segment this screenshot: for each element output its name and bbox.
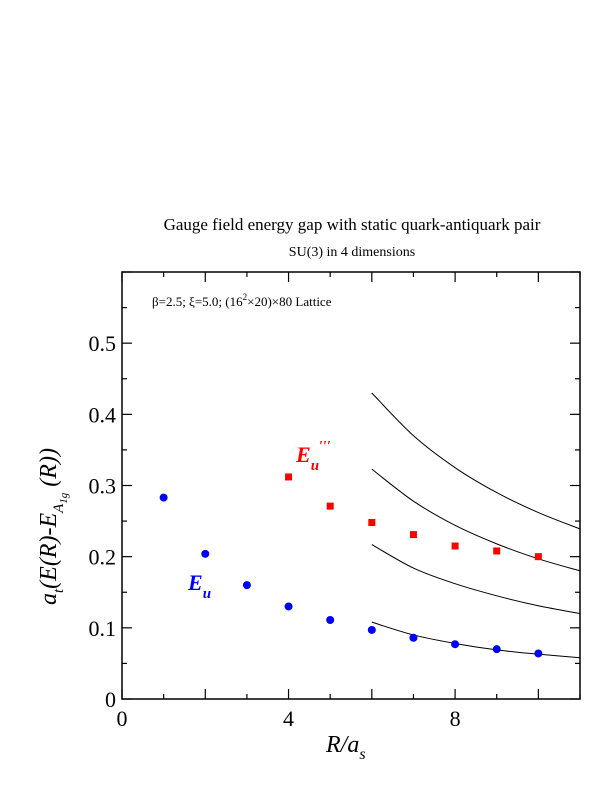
data-point-eu-triple-prime	[368, 519, 376, 527]
y-axis-label-a: a	[36, 593, 62, 605]
data-point-eu	[534, 649, 543, 658]
y-tick-label: 0.3	[89, 474, 117, 499]
series-label-eu-triple-prime: Eu′′′	[295, 439, 331, 474]
series-label-eu-main: E	[187, 570, 203, 595]
data-point-eu	[367, 625, 376, 634]
theory-curve-4	[371, 392, 581, 530]
annotation-suffix: ×20)×80 Lattice	[247, 294, 332, 309]
x-tick-label: 0	[117, 706, 128, 731]
data-point-eu	[492, 645, 501, 654]
data-point-eu-triple-prime	[451, 542, 459, 550]
data-point-eu	[326, 616, 335, 625]
lattice-annotation: β=2.5; ξ=5.0; (162×20)×80 Lattice	[152, 292, 332, 309]
annotation-prefix: β=2.5; ξ=5.0; (16	[152, 294, 243, 309]
chart-subtitle: SU(3) in 4 dimensions	[289, 245, 415, 260]
series-label-eu3-sub: u	[311, 458, 319, 474]
data-point-eu	[409, 633, 418, 642]
y-tick-label: 0.4	[89, 402, 117, 427]
x-axis-label: R/as	[325, 732, 366, 763]
chart-title: Gauge field energy gap with static quark…	[164, 215, 541, 234]
y-axis-label-A: A	[51, 503, 67, 514]
theory-curve-2	[371, 544, 581, 615]
plot-area: 0 4 8 0 0.1 0.2 0.3 0.4 0.5	[89, 271, 581, 731]
theory-curve-3	[371, 468, 581, 572]
data-point-eu-triple-prime	[493, 547, 501, 555]
x-tick-label: 8	[450, 706, 461, 731]
x-tick-label: 4	[283, 706, 294, 731]
data-point-eu-triple-prime	[409, 531, 417, 539]
data-point-eu	[159, 493, 168, 502]
data-point-eu	[201, 549, 210, 558]
y-axis-label-A-sub: 1g	[58, 492, 70, 504]
y-tick-label: 0.2	[89, 545, 117, 570]
series-label-eu3-prime: ′′′	[319, 439, 331, 454]
data-point-eu	[451, 640, 460, 649]
y-tick-label: 0	[105, 687, 116, 712]
data-point-eu	[284, 602, 293, 611]
series-label-eu: Eu	[187, 570, 211, 602]
y-axis-label: at(E(R)-EA1g (R))	[36, 448, 70, 605]
x-axis-label-main: R/a	[325, 732, 359, 758]
y-axis-label-body: (E(R)-E	[36, 513, 62, 589]
y-tick-label: 0.1	[89, 616, 117, 641]
y-axis-label-t: t	[51, 588, 67, 593]
theory-curve-1	[371, 621, 581, 659]
data-point-eu-triple-prime	[326, 502, 334, 510]
plot-frame	[121, 271, 581, 700]
y-axis-label-tail: (R))	[36, 448, 62, 493]
y-tick-label: 0.5	[89, 331, 117, 356]
x-axis-label-sub: s	[359, 746, 365, 763]
annotation-exponent: 2	[243, 292, 248, 302]
series-label-eu-sub: u	[203, 586, 211, 602]
data-point-eu-triple-prime	[534, 553, 542, 561]
series-label-eu3-main: E	[295, 442, 311, 467]
data-point-eu	[242, 581, 251, 590]
data-point-eu-triple-prime	[285, 473, 293, 481]
